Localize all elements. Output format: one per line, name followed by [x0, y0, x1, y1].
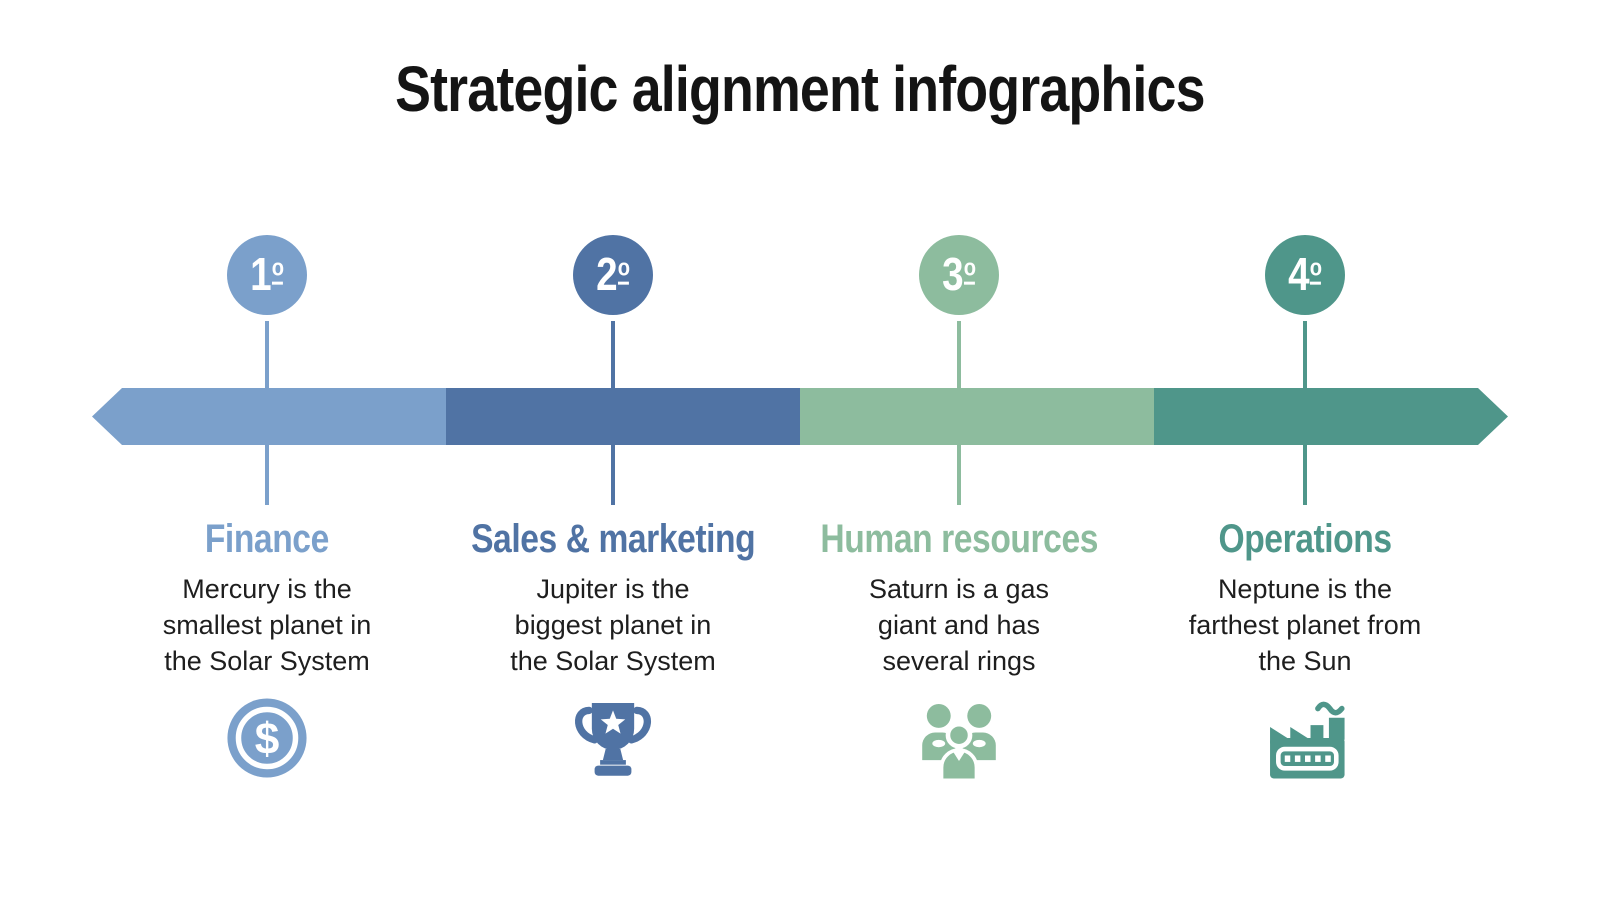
step-2-digit: 2: [596, 248, 618, 301]
step-3-badge: 3o: [919, 235, 999, 315]
step-1-badge: 1o: [227, 235, 307, 315]
timeline-arrow-bar: [92, 388, 1508, 445]
coin-icon: $: [221, 692, 313, 789]
bar-segment-sales: [446, 388, 800, 445]
step-4-ordinal: o: [1310, 257, 1322, 285]
step-1-digit: 1: [250, 248, 272, 301]
step-2-number: 2o: [596, 248, 630, 301]
bar-segment-hr: [800, 388, 1154, 445]
description-sales: Jupiter is the biggest planet in the Sol…: [510, 574, 716, 676]
description-operations: Neptune is the farthest planet from the …: [1188, 574, 1422, 676]
factory-icon: [1259, 692, 1351, 789]
page-title-text: Strategic alignment infographics: [395, 53, 1205, 125]
label-finance: Finance: [204, 517, 330, 561]
step-4-badge: 4o: [1265, 235, 1345, 315]
step-2-badge: 2o: [573, 235, 653, 315]
svg-text:$: $: [255, 714, 280, 763]
step-3-ordinal: o: [964, 257, 976, 285]
step-1-number: 1o: [250, 248, 284, 301]
column-finance: 1o Finance Mercury is the smallest plane…: [94, 235, 440, 789]
label-sales: Sales & marketing: [470, 517, 756, 561]
step-3-digit: 3: [942, 248, 964, 301]
step-4-digit: 4: [1288, 248, 1310, 301]
bar-segment-finance: [92, 388, 446, 445]
step-3-number: 3o: [942, 248, 976, 301]
column-sales: 2o Sales & marketing Jupiter is the bigg…: [440, 235, 786, 789]
description-hr: Saturn is a gas giant and has several ri…: [868, 574, 1050, 676]
step-1-ordinal: o: [272, 257, 284, 285]
team-icon: [913, 692, 1005, 789]
label-hr: Human resources: [820, 517, 1098, 561]
column-operations: 4o Operations Neptune is the farthest pl…: [1132, 235, 1478, 789]
description-finance: Mercury is the smallest planet in the So…: [162, 574, 372, 676]
columns-row: 1o Finance Mercury is the smallest plane…: [94, 235, 1478, 789]
step-2-ordinal: o: [618, 257, 630, 285]
step-4-number: 4o: [1288, 248, 1322, 301]
label-operations: Operations: [1218, 517, 1392, 561]
column-hr: 3o Human resources Saturn is a gas giant…: [786, 235, 1132, 789]
trophy-icon: [567, 692, 659, 789]
bar-segment-operations: [1154, 388, 1508, 445]
page-title: Strategic alignment infographics: [0, 52, 1600, 126]
